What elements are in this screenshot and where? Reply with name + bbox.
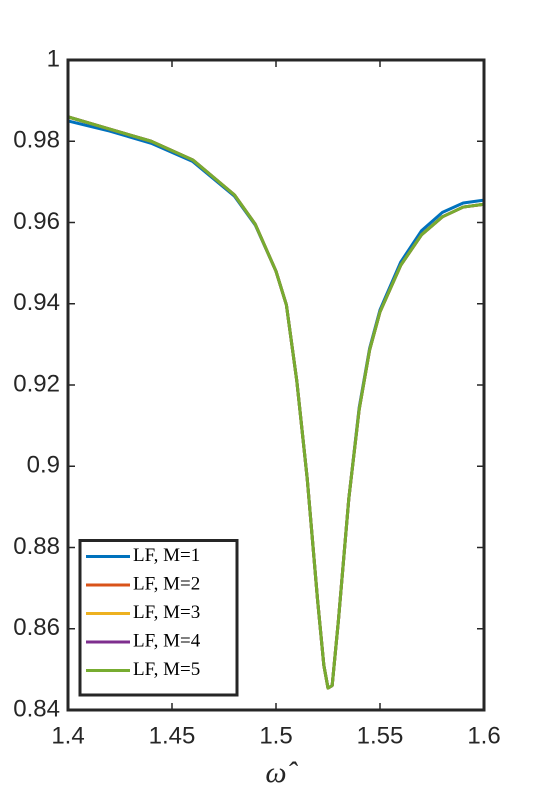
legend-label: LF, M=3 — [133, 602, 200, 623]
y-tick-label: 0.9 — [27, 452, 60, 479]
series-line — [67, 115, 485, 690]
x-tick-label: 1.6 — [467, 722, 500, 749]
y-tick-label: 0.96 — [13, 208, 60, 235]
legend-box — [78, 539, 239, 697]
y-tick-label: 0.86 — [13, 614, 60, 641]
plot-frame — [66, 58, 486, 712]
y-tick-label: 0.84 — [13, 695, 60, 722]
y-tick-label: 0.94 — [13, 289, 60, 316]
x-tick-label: 1.5 — [259, 722, 292, 749]
legend-label: LF, M=1 — [133, 545, 200, 566]
legend-label: LF, M=2 — [133, 573, 200, 594]
x-tick-label: 1.4 — [51, 722, 84, 749]
y-tick-label: 0.92 — [13, 370, 60, 397]
y-tick-label: 0.98 — [13, 127, 60, 154]
legend-label: LF, M=4 — [133, 630, 201, 651]
y-tick-label: 1 — [47, 45, 60, 72]
x-axis-label: ω̂ — [265, 756, 298, 789]
legend-label: LF, M=5 — [133, 659, 200, 680]
y-tick-label: 0.88 — [13, 533, 60, 560]
x-tick-label: 1.55 — [357, 722, 404, 749]
x-tick-label: 1.45 — [149, 722, 196, 749]
